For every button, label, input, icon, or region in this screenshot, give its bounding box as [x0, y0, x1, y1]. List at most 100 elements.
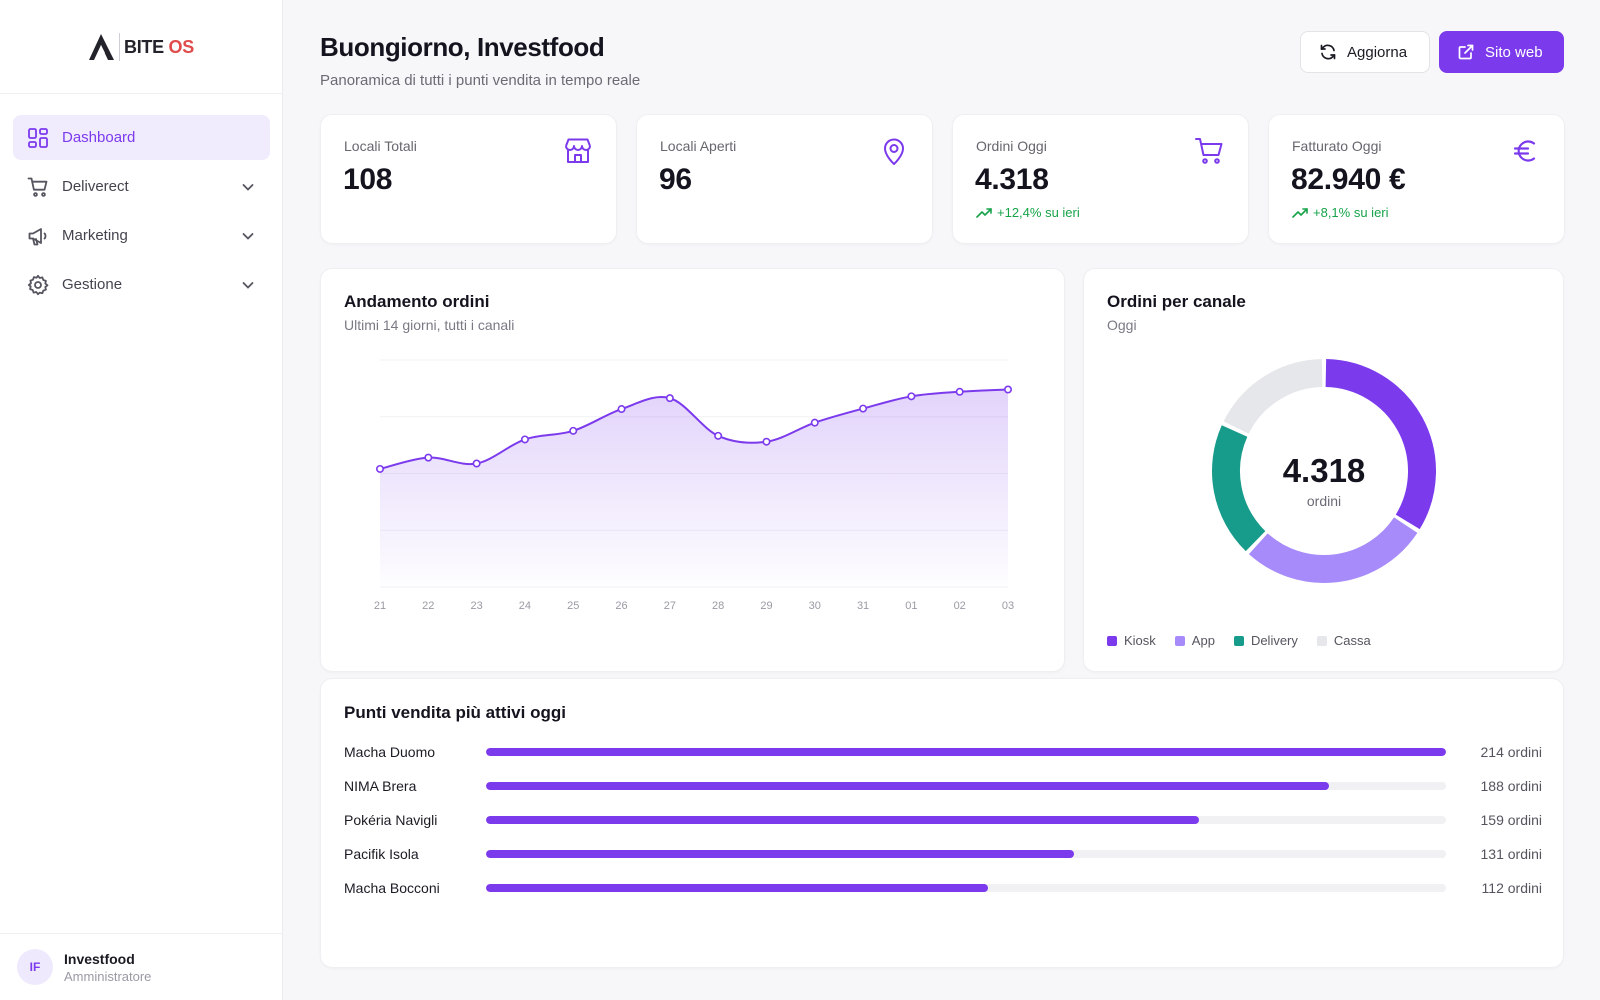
brand-name-b: OS — [168, 36, 195, 57]
kpi-trend-text: +8,1% su ieri — [1313, 205, 1389, 220]
donut-slice-app[interactable] — [1248, 517, 1418, 583]
sidebar-item-marketing[interactable]: Marketing — [13, 213, 270, 258]
kpi-trend: +12,4% su ieri — [976, 205, 1080, 220]
data-point[interactable] — [472, 459, 481, 468]
data-point[interactable] — [810, 418, 819, 427]
kpi-card-revenue-today: Fatturato Oggi 82.940 € +8,1% su ieri — [1268, 114, 1565, 244]
logo-divider — [119, 33, 120, 61]
data-point[interactable] — [714, 431, 723, 440]
top-stores-title: Punti vendita più attivi oggi — [344, 703, 566, 722]
store-bar-fill — [486, 816, 1200, 824]
orders-area — [380, 389, 1008, 587]
store-bar-track — [486, 816, 1446, 824]
kpi-card-open-stores: Locali Aperti 96 — [636, 114, 933, 244]
channels-card: Ordini per canale Oggi 4.318 ordini Kios… — [1083, 268, 1564, 672]
kpi-value: 108 — [343, 163, 393, 196]
orders-trend-card: Andamento ordini Ultimi 14 giorni, tutti… — [320, 268, 1065, 672]
store-orders: 188 ordini — [1480, 778, 1543, 794]
channels-title: Ordini per canale — [1107, 292, 1246, 311]
store-orders: 131 ordini — [1480, 846, 1543, 862]
store-row[interactable]: Pokéria Navigli 159 ordini — [344, 809, 1542, 831]
user-profile[interactable]: IF Investfood Amministratore — [0, 933, 283, 1000]
data-point[interactable] — [907, 392, 916, 401]
kpi-trend-text: +12,4% su ieri — [997, 205, 1080, 220]
refresh-button[interactable]: Aggiorna — [1300, 31, 1430, 73]
logo-icon — [89, 34, 114, 60]
sidebar-nav: Dashboard Deliverect Marketing — [13, 115, 270, 311]
brand-logo[interactable]: BITE OS — [88, 32, 194, 62]
data-point[interactable] — [955, 387, 964, 396]
store-row[interactable]: NIMA Brera 188 ordini — [344, 775, 1542, 797]
x-tick-label: 27 — [664, 600, 676, 612]
website-button[interactable]: Sito web — [1439, 31, 1564, 73]
donut-slice-cassa[interactable] — [1223, 359, 1323, 435]
sidebar-divider — [0, 93, 283, 94]
store-name: Pacifik Isola — [344, 846, 419, 862]
legend-item-app: App — [1174, 633, 1215, 648]
legend-label: Cassa — [1333, 633, 1371, 648]
chevron-down-icon — [242, 183, 254, 191]
user-info: Investfood Amministratore — [64, 951, 151, 984]
page-subtitle: Panoramica di tutti i punti vendita in t… — [320, 72, 641, 89]
x-tick-label: 23 — [470, 600, 482, 612]
sidebar-item-label: Deliverect — [62, 178, 129, 195]
x-tick-label: 31 — [857, 600, 869, 612]
data-point[interactable] — [762, 437, 771, 446]
store-bar-track — [486, 850, 1446, 858]
kpi-trend: +8,1% su ieri — [1292, 205, 1389, 220]
refresh-button-label: Aggiorna — [1347, 43, 1408, 61]
data-point[interactable] — [617, 405, 626, 414]
gear-icon — [27, 274, 49, 296]
orders-trend-title: Andamento ordini — [344, 292, 490, 311]
data-point[interactable] — [520, 435, 529, 444]
cart-icon — [1195, 138, 1223, 164]
data-point[interactable] — [424, 453, 433, 462]
kpi-label: Ordini Oggi — [976, 138, 1047, 154]
store-row[interactable]: Pacifik Isola 131 ordini — [344, 843, 1542, 865]
store-orders: 159 ordini — [1480, 812, 1543, 828]
store-bar-fill — [486, 782, 1330, 790]
store-name: NIMA Brera — [344, 778, 417, 794]
legend-label: Kiosk — [1124, 633, 1156, 648]
legend-swatch — [1316, 635, 1327, 646]
donut-center-value: 4.318 — [1283, 452, 1366, 489]
store-row[interactable]: Macha Bocconi 112 ordini — [344, 877, 1542, 899]
legend-item-cassa: Cassa — [1316, 633, 1371, 648]
store-name: Macha Duomo — [344, 744, 436, 760]
map-pin-icon — [884, 138, 904, 165]
store-row[interactable]: Macha Duomo 214 ordini — [344, 741, 1542, 763]
donut-slice-delivery[interactable] — [1212, 425, 1266, 552]
channels-legend: Kiosk App Delivery Cassa — [1107, 633, 1390, 648]
store-bar-track — [486, 748, 1446, 756]
cart-icon — [27, 176, 49, 198]
sidebar-item-label: Marketing — [62, 227, 128, 244]
chevron-down-icon — [242, 281, 254, 289]
legend-label: App — [1191, 633, 1215, 648]
kpi-value: 96 — [659, 163, 692, 196]
euro-icon — [1513, 140, 1536, 162]
kpi-label: Locali Aperti — [660, 138, 737, 154]
user-name: Investfood — [64, 950, 135, 967]
refresh-icon — [1320, 44, 1336, 60]
data-point[interactable] — [375, 464, 384, 473]
store-name: Pokéria Navigli — [344, 812, 438, 828]
data-point[interactable] — [569, 426, 578, 435]
data-point[interactable] — [1003, 385, 1012, 394]
megaphone-icon — [27, 225, 49, 247]
dashboard-grid-icon — [27, 127, 49, 149]
sidebar-item-deliverect[interactable]: Deliverect — [13, 164, 270, 209]
brand-name: BITE OS — [124, 37, 194, 58]
store-bar-fill — [486, 850, 1074, 858]
legend-item-delivery: Delivery — [1233, 633, 1298, 648]
trending-up-icon — [1292, 207, 1308, 218]
data-point[interactable] — [859, 404, 868, 413]
data-point[interactable] — [665, 394, 674, 403]
trending-up-icon — [976, 207, 992, 218]
donut-slice-kiosk[interactable] — [1325, 359, 1436, 530]
sidebar-item-label: Dashboard — [62, 129, 136, 146]
legend-swatch — [1107, 635, 1117, 646]
sidebar-item-dashboard[interactable]: Dashboard — [13, 115, 270, 160]
kpi-label: Fatturato Oggi — [1292, 138, 1382, 154]
sidebar-item-gestione[interactable]: Gestione — [13, 262, 270, 307]
store-bar-fill — [486, 748, 1446, 756]
